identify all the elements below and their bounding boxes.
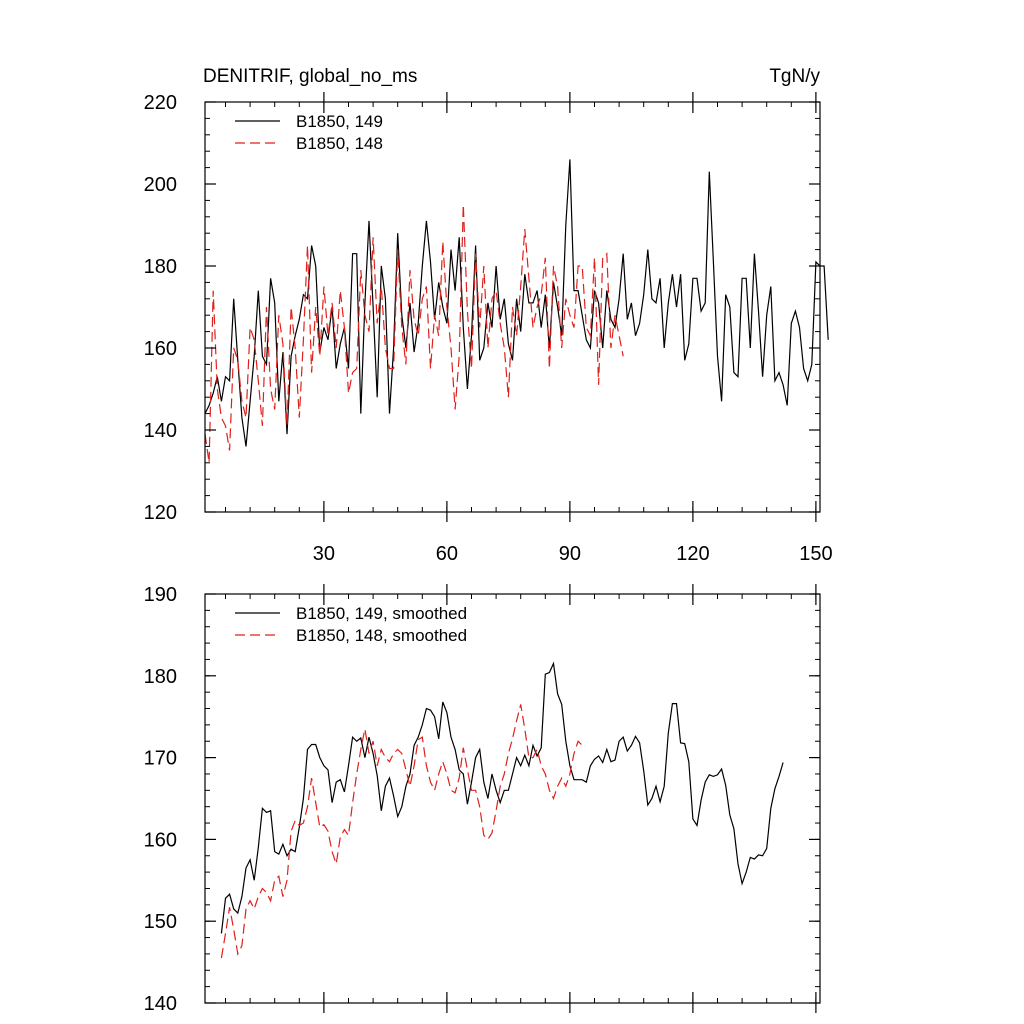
bottom-y-tick-label: 180 — [144, 666, 177, 688]
bottom-y-tick-label: 140 — [144, 993, 177, 1015]
bottom-axes: 140 150 160 170 180 190 — [144, 584, 821, 1015]
top-legend: B1850, 149 B1850, 148 — [235, 112, 383, 153]
bottom-series-2-line — [220, 704, 583, 959]
top-x-tick-label: 150 — [799, 543, 832, 565]
bottom-panel: 140 150 160 170 180 190 B1850, 149, smoothed … — [144, 584, 821, 1015]
top-panel: 120 140 160 180 200 220 30 60 90 120 150 B1850, 14… — [144, 92, 833, 565]
top-series-layer — [204, 159, 829, 463]
bottom-plot-frame — [204, 593, 821, 1004]
legend-label-series1: B1850, 149 — [296, 112, 383, 131]
legend-label-series2: B1850, 148 — [296, 134, 383, 153]
top-x-tick-label: 90 — [559, 543, 581, 565]
top-series-2-line — [204, 204, 624, 463]
top-y-tick-label: 180 — [144, 256, 177, 278]
bottom-legend: B1850, 149, smoothed B1850, 148, smoothe… — [235, 604, 467, 645]
top-x-tick-label: 120 — [676, 543, 709, 565]
top-y-tick-label: 200 — [144, 174, 177, 196]
top-y-tick-label: 160 — [144, 338, 177, 360]
title-right: TgN/y — [769, 66, 820, 87]
legend-label-series2-smoothed: B1850, 148, smoothed — [296, 626, 467, 645]
top-axes: 120 140 160 180 200 220 30 60 90 120 150 — [144, 92, 833, 565]
top-x-tick-label: 60 — [436, 543, 458, 565]
bottom-y-tick-label: 160 — [144, 829, 177, 851]
legend-label-series1-smoothed: B1850, 149, smoothed — [296, 604, 467, 623]
bottom-y-tick-label: 170 — [144, 748, 177, 770]
title-left: DENITRIF, global_no_ms — [203, 66, 417, 87]
top-plot-frame — [204, 101, 821, 513]
top-y-tick-label: 140 — [144, 420, 177, 442]
top-y-tick-label: 220 — [144, 92, 177, 114]
bottom-series-layer — [220, 661, 784, 959]
top-x-tick-label: 30 — [313, 543, 335, 565]
bottom-y-tick-label: 190 — [144, 584, 177, 606]
bottom-series-1-line — [220, 661, 784, 934]
top-y-tick-label: 120 — [144, 502, 177, 524]
bottom-y-tick-label: 150 — [144, 911, 177, 933]
